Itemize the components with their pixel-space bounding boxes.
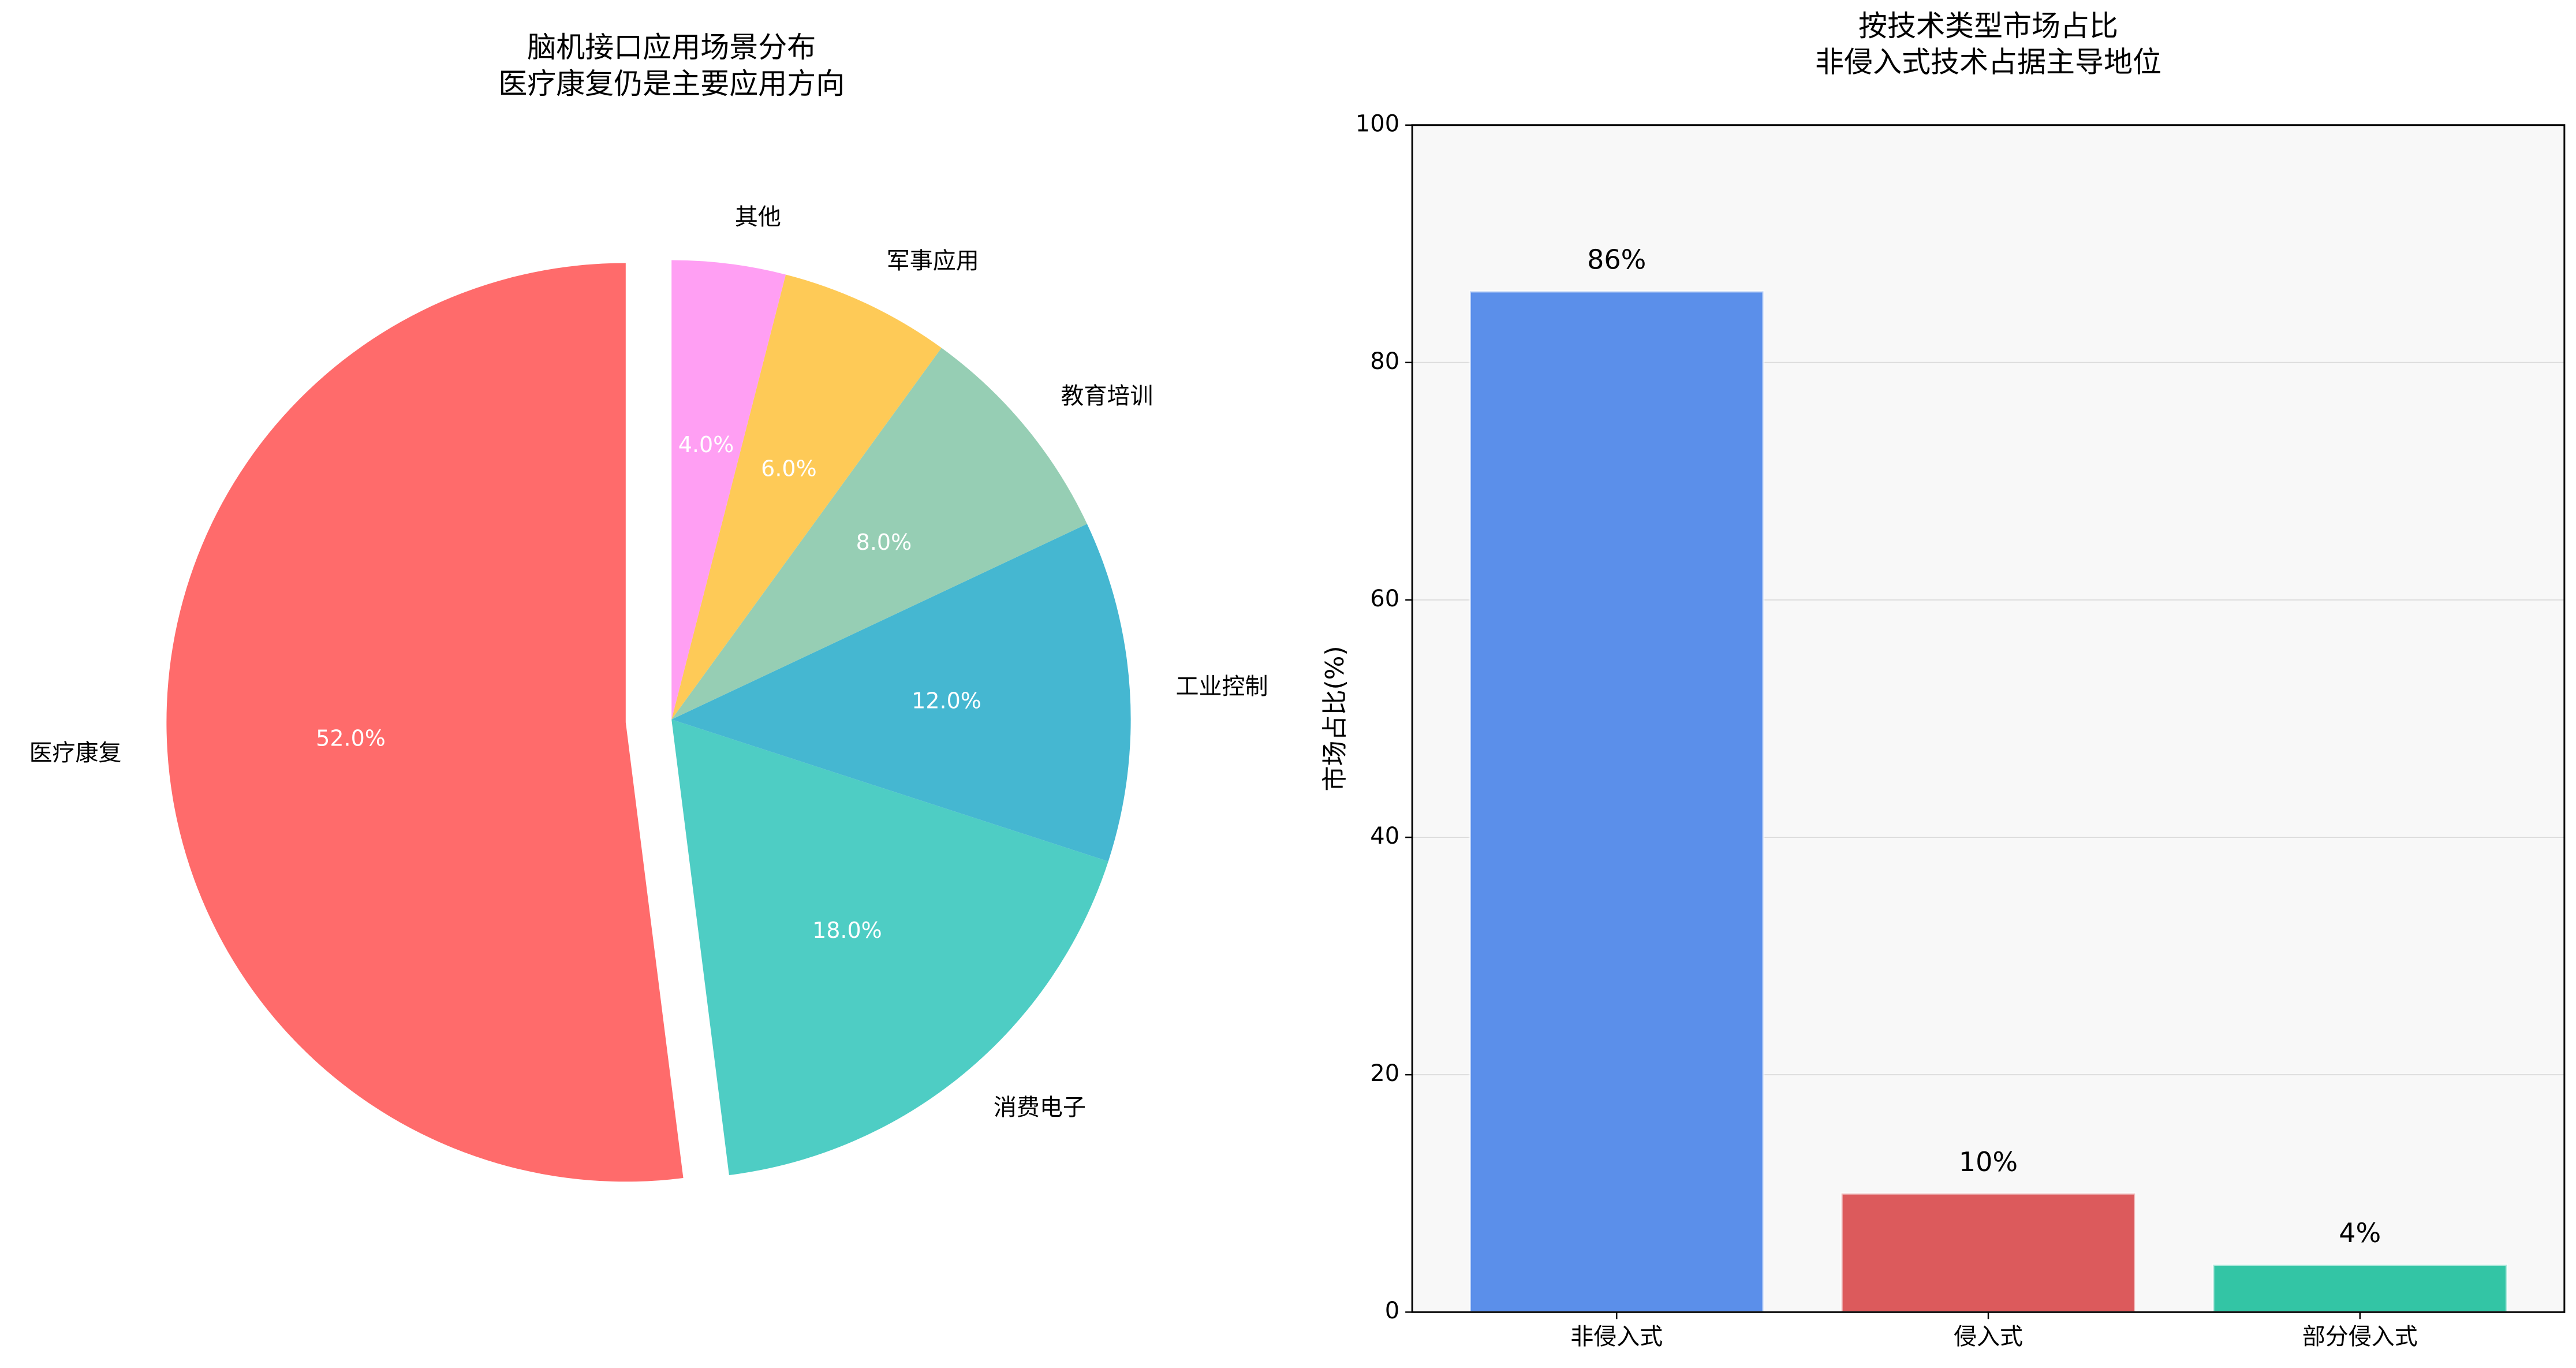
chart-title: 按技术类型市场占比 (1858, 9, 2118, 43)
pie-slice (671, 260, 786, 720)
bar (2212, 1263, 2508, 1314)
slice-label: 军事应用 (887, 248, 979, 274)
slice-label: 其他 (735, 204, 781, 230)
chart-title: 医疗康复仍是主要应用方向 (498, 67, 845, 100)
pie-slice (671, 719, 1108, 1176)
value-label: 4% (2339, 1217, 2381, 1248)
pie-slice (671, 274, 942, 720)
x-tick-label: 部分侵入式 (2302, 1324, 2418, 1350)
chart-title: 脑机接口应用场景分布 (527, 31, 816, 64)
y-tick-label: 0 (1385, 1298, 1399, 1324)
value-label: 4.0% (678, 432, 734, 457)
value-label: 12.0% (912, 688, 981, 713)
bar (1468, 290, 1765, 1314)
value-label: 6.0% (761, 456, 817, 482)
value-label: 86% (1587, 244, 1646, 275)
value-label: 18.0% (812, 918, 882, 943)
y-tick-label: 60 (1370, 586, 1399, 612)
pie-slice (671, 524, 1131, 862)
pie-slice (671, 348, 1087, 720)
y-tick-label: 40 (1370, 823, 1399, 849)
y-tick-label: 100 (1356, 111, 1399, 137)
value-label: 8.0% (856, 530, 912, 555)
slice-label: 工业控制 (1175, 673, 1268, 700)
plot-frame (1411, 124, 2566, 1313)
y-tick-label: 20 (1370, 1060, 1399, 1087)
y-tick-label: 80 (1370, 348, 1399, 375)
bar (1840, 1192, 2137, 1314)
chart-title: 非侵入式技术占据主导地位 (1815, 46, 2161, 79)
x-tick-label: 侵入式 (1954, 1324, 2023, 1350)
slice-label: 教育培训 (1061, 383, 1153, 409)
slice-label: 医疗康复 (29, 740, 122, 766)
y-axis-label: 市场占比(%) (1320, 646, 1350, 791)
x-tick-label: 非侵入式 (1570, 1324, 1663, 1350)
value-label: 52.0% (316, 725, 386, 751)
slice-label: 消费电子 (994, 1094, 1086, 1121)
pie-slice (166, 263, 684, 1182)
value-label: 10% (1959, 1146, 2018, 1177)
